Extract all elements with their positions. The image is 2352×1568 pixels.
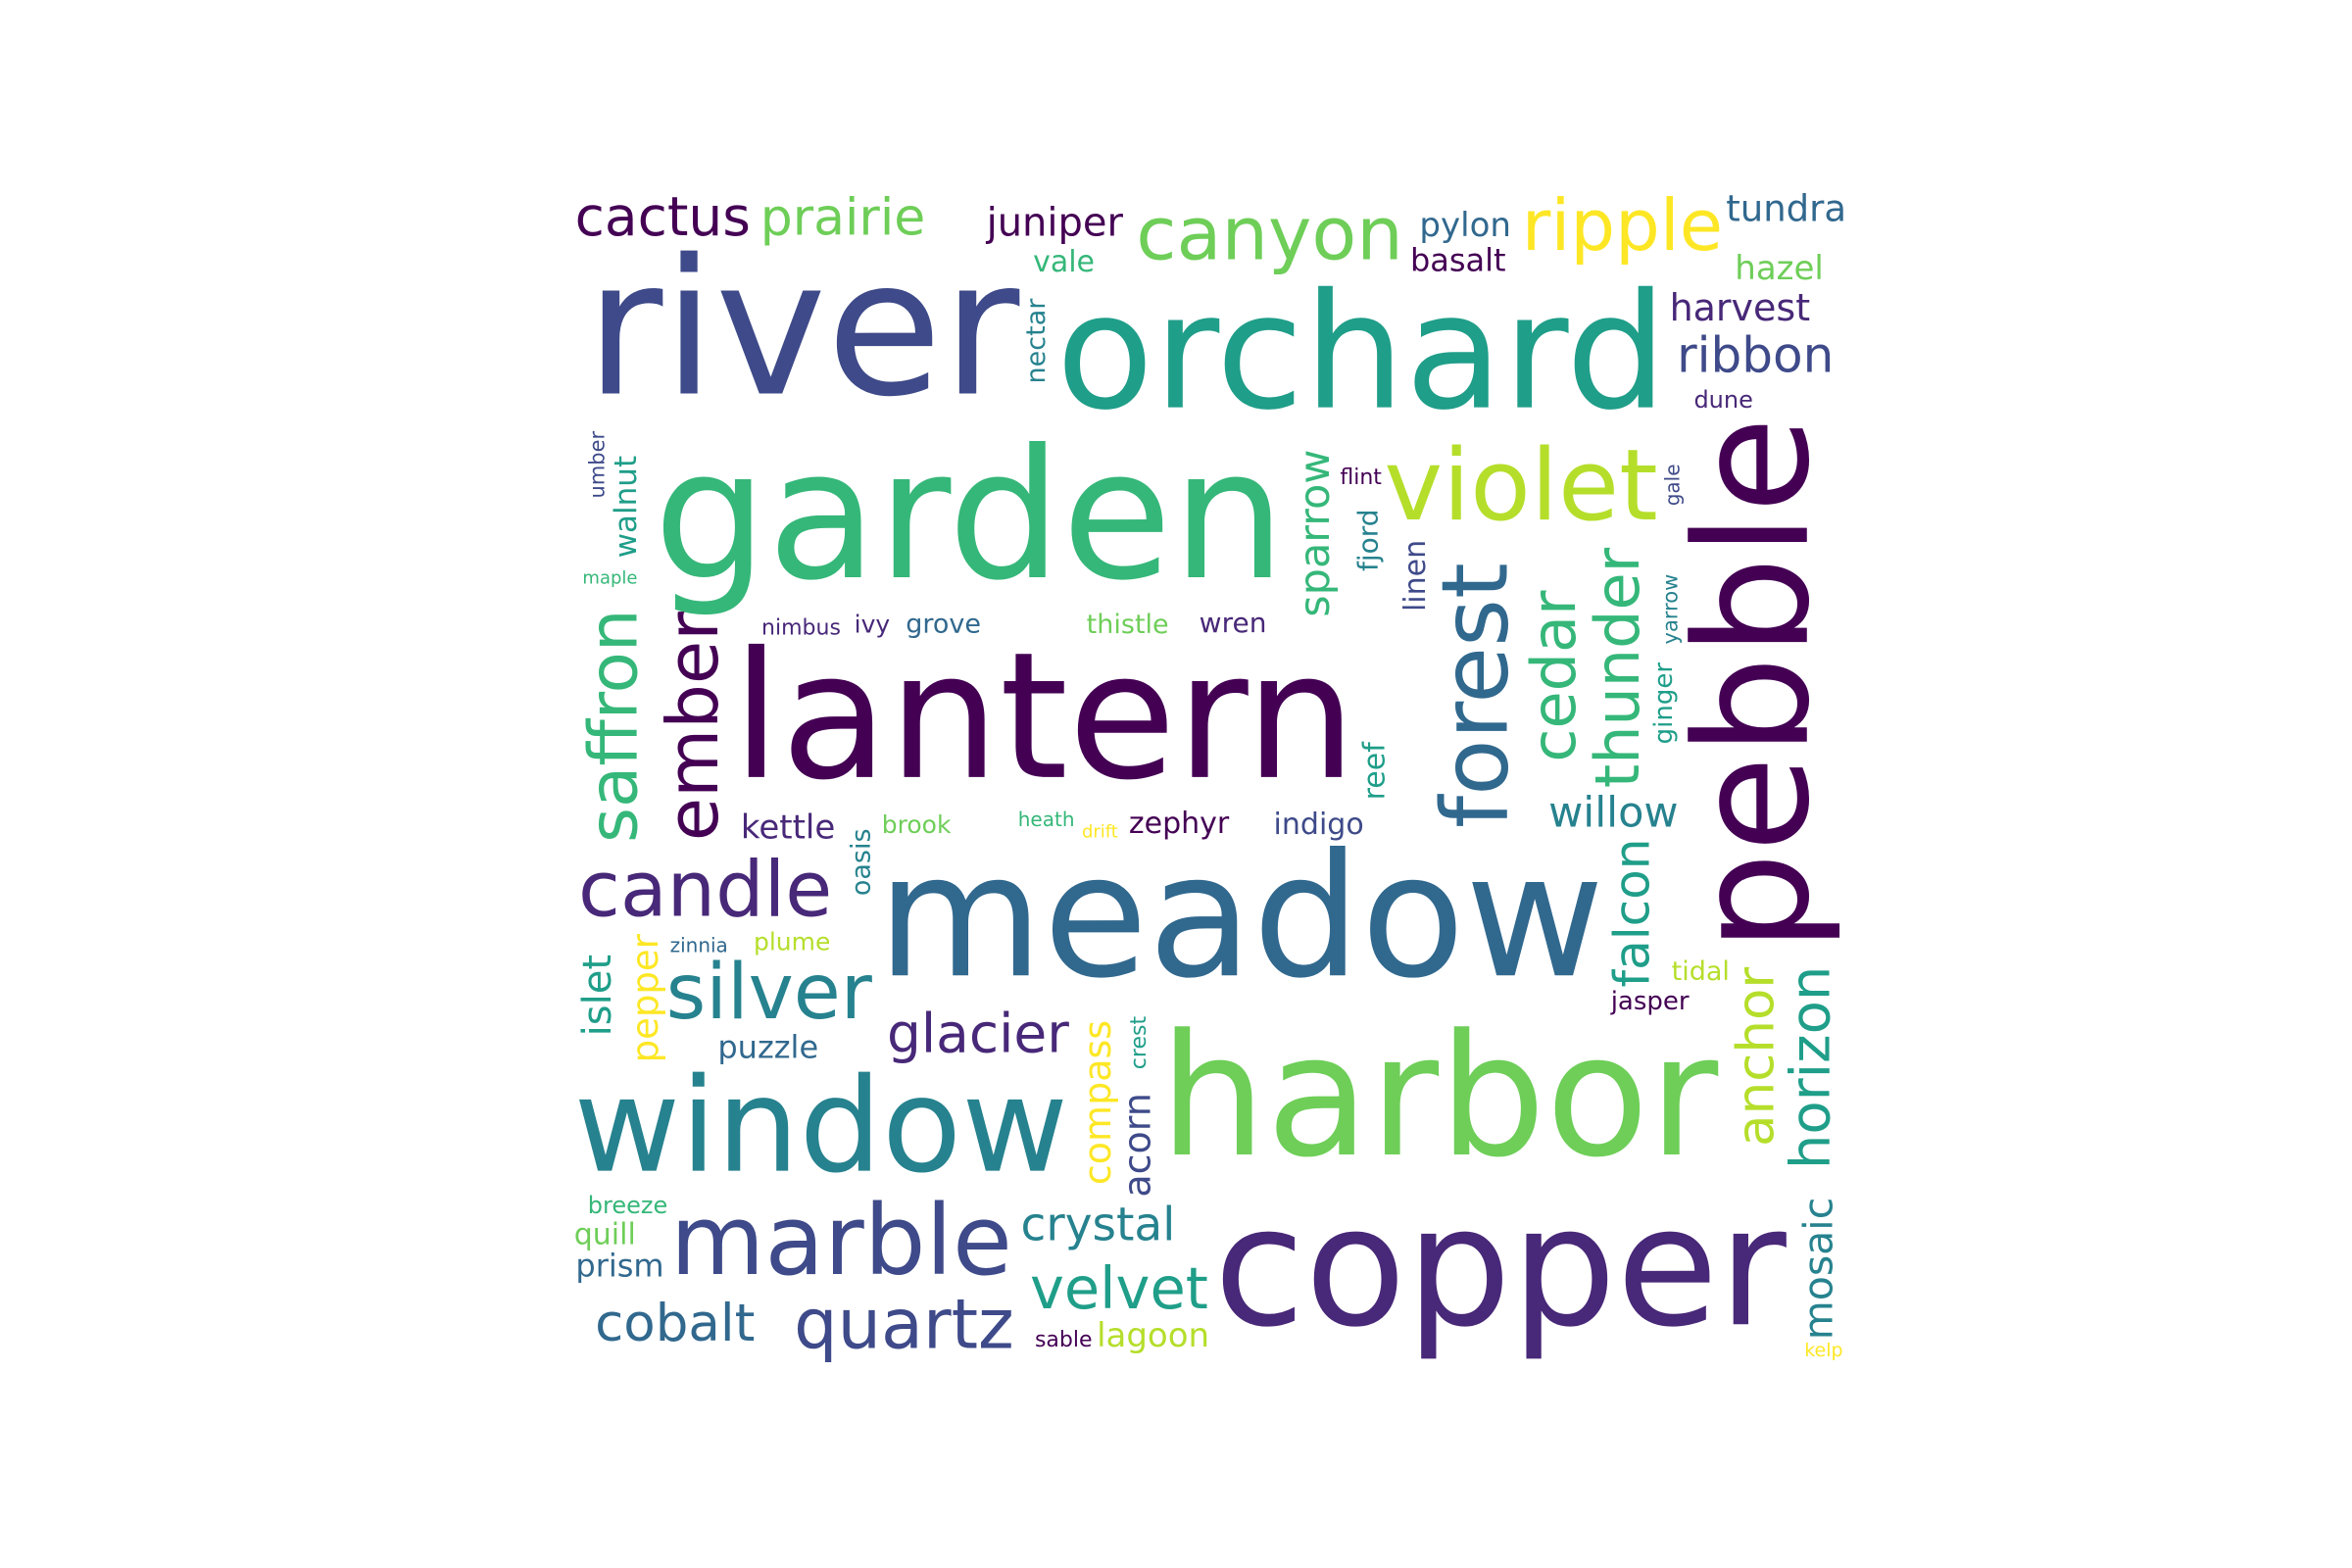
cloud-word: prairie [760, 189, 926, 248]
cloud-word: tidal [1672, 956, 1730, 987]
cloud-word: vale [1033, 245, 1095, 279]
cloud-word: brook [882, 810, 952, 839]
cloud-word: window [573, 1052, 1068, 1202]
cloud-word: anchor [1727, 967, 1787, 1147]
cloud-word: heath [1018, 808, 1075, 831]
cloud-word: orchard [1056, 261, 1668, 446]
cloud-word: glacier [887, 1002, 1069, 1064]
cloud-word: crystal [1021, 1198, 1176, 1251]
cloud-word: ivy [855, 610, 891, 638]
cloud-word: maple [582, 567, 637, 588]
cloud-word: garden [654, 412, 1286, 620]
cloud-word: pepper [624, 933, 666, 1062]
cloud-word: cedar [1518, 590, 1590, 762]
cloud-word: thistle [1087, 610, 1169, 640]
cloud-word: velvet [1030, 1254, 1208, 1322]
cloud-word: sparrow [1291, 450, 1340, 617]
cloud-word: lantern [732, 615, 1356, 819]
cloud-word: pylon [1419, 206, 1511, 245]
cloud-word: ginger [1649, 662, 1679, 745]
cloud-word: prism [575, 1247, 663, 1284]
cloud-word: fjord [1351, 509, 1384, 571]
cloud-word: oasis [847, 828, 877, 896]
cloud-word: quartz [794, 1285, 1014, 1365]
cloud-word: nimbus [761, 616, 841, 641]
cloud-word: compass [1076, 1020, 1119, 1185]
cloud-word: wren [1200, 607, 1267, 639]
cloud-word: puzzle [717, 1028, 818, 1065]
cloud-word: willow [1548, 788, 1679, 837]
cloud-word: hazel [1735, 249, 1824, 288]
cloud-word: silver [666, 949, 873, 1037]
cloud-word: forest [1423, 563, 1530, 828]
cloud-word: meadow [877, 817, 1604, 1016]
cloud-word: candle [578, 846, 832, 934]
cloud-word: gale [1660, 464, 1684, 506]
cloud-word: cobalt [595, 1294, 755, 1353]
cloud-word: jasper [1610, 987, 1690, 1016]
cloud-word: flint [1340, 466, 1382, 490]
cloud-word: nectar [1021, 298, 1052, 384]
cloud-word: harbor [1159, 998, 1719, 1195]
cloud-word: crest [1127, 1016, 1152, 1070]
cloud-word: ripple [1522, 184, 1723, 267]
cloud-word: plume [754, 928, 830, 956]
cloud-word: copper [1214, 1170, 1788, 1363]
cloud-word: thunder [1582, 547, 1653, 788]
cloud-word: kelp [1804, 1340, 1842, 1361]
cloud-word: linen [1398, 540, 1433, 612]
cloud-word: umber [586, 430, 610, 498]
cloud-word: drift [1082, 821, 1118, 842]
cloud-word: cactus [575, 185, 751, 248]
cloud-word: juniper [986, 201, 1124, 246]
cloud-word: basalt [1410, 242, 1506, 279]
cloud-word: pebble [1661, 416, 1844, 952]
cloud-word: saffron [575, 609, 654, 843]
cloud-word: walnut [609, 456, 644, 558]
cloud-word: tundra [1726, 187, 1846, 229]
cloud-word: canyon [1136, 191, 1403, 277]
cloud-word: quill [574, 1218, 636, 1252]
cloud-word: kettle [741, 808, 835, 847]
cloud-word: river [585, 220, 1019, 438]
cloud-word: falcon [1604, 839, 1661, 988]
cloud-word: zinnia [670, 933, 728, 956]
cloud-word: horizon [1780, 966, 1843, 1169]
cloud-word: zephyr [1129, 807, 1230, 841]
cloud-word: lagoon [1097, 1316, 1209, 1355]
cloud-word: reef [1357, 741, 1392, 801]
cloud-word: ember [652, 612, 734, 841]
cloud-word: breeze [588, 1192, 667, 1219]
cloud-word: grove [906, 609, 981, 639]
cloud-word: yarrow [1658, 574, 1682, 645]
cloud-word: mosaic [1794, 1198, 1841, 1340]
cloud-word: sable [1035, 1328, 1093, 1352]
cloud-word: indigo [1274, 808, 1364, 842]
cloud-word: harvest [1670, 286, 1811, 329]
cloud-word: acorn [1116, 1093, 1159, 1197]
cloud-word: ribbon [1677, 326, 1834, 383]
cloud-word: violet [1384, 427, 1657, 543]
cloud-word: islet [575, 955, 620, 1036]
cloud-word: marble [670, 1185, 1012, 1298]
cloud-word: dune [1693, 386, 1752, 414]
